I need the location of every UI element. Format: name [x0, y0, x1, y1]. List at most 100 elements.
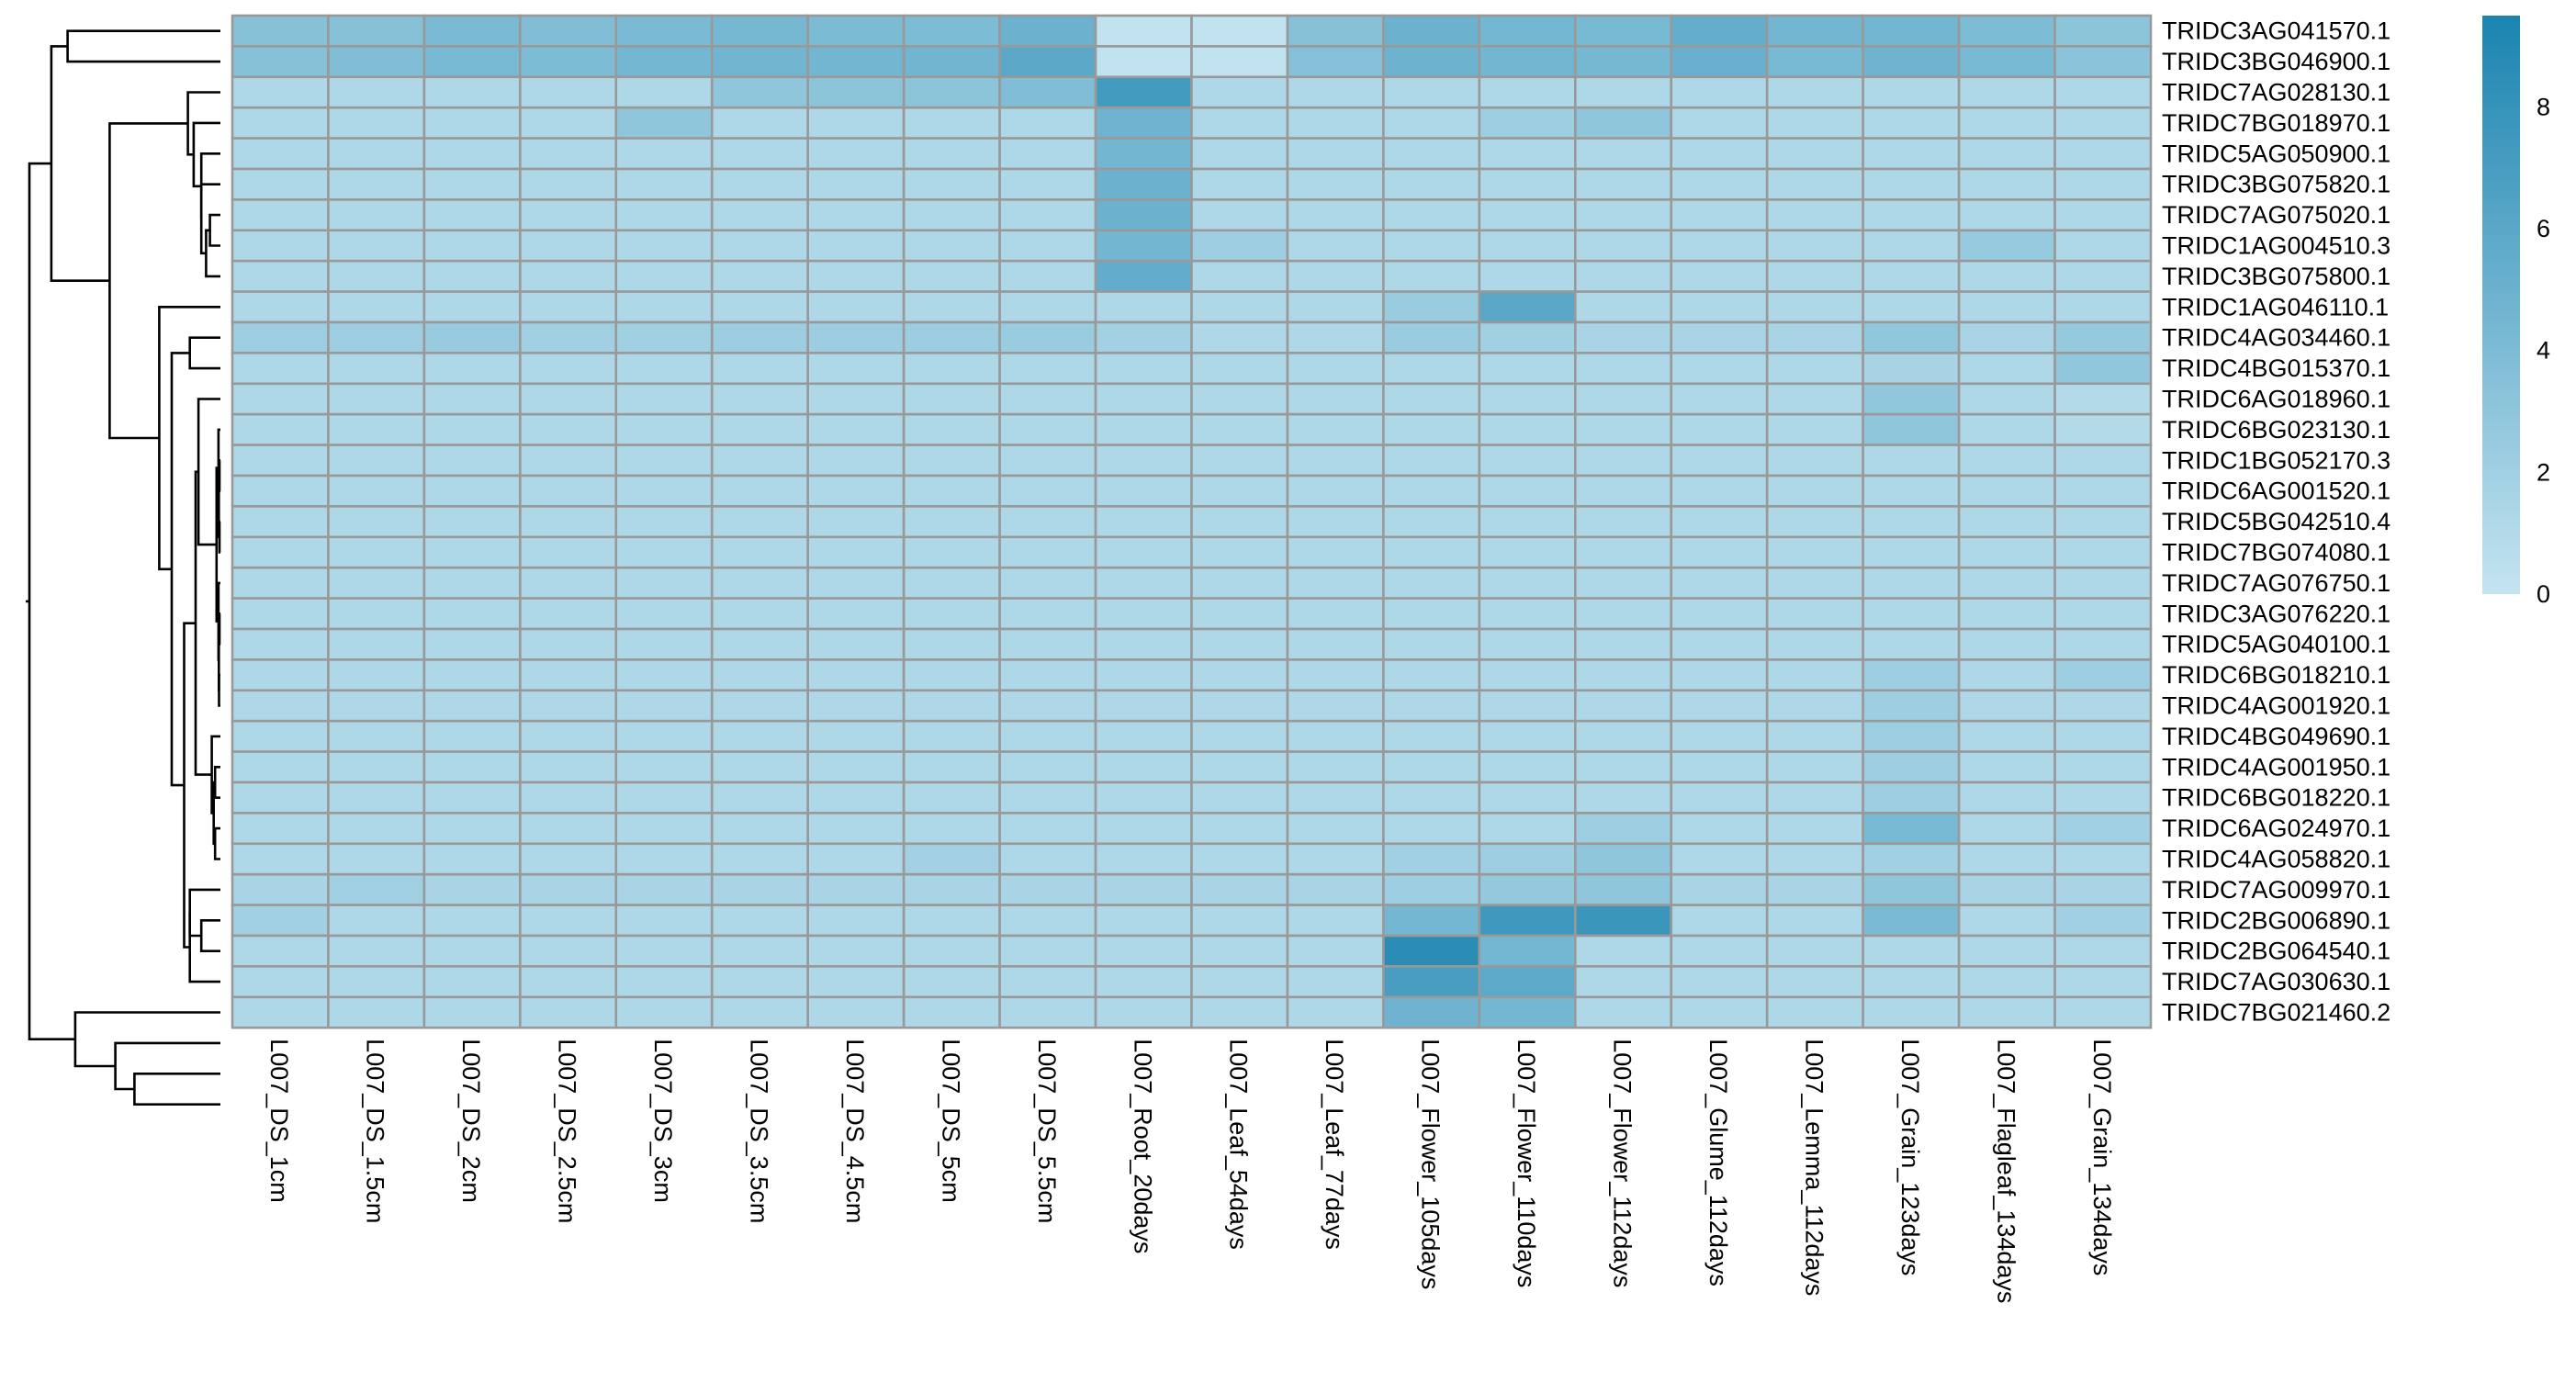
heatmap-cell [902, 444, 1001, 477]
dendrogram-branch [188, 913, 220, 983]
heatmap-cell [1190, 229, 1289, 263]
heatmap-cell [614, 352, 714, 386]
column-label: L007_DS_5.5cm [1033, 1039, 1061, 1223]
row-label: TRIDC3AG041570.1 [2162, 17, 2390, 45]
heatmap-cell [1190, 842, 1289, 876]
heatmap-cell [519, 566, 618, 600]
heatmap-cell [1286, 934, 1385, 968]
heatmap-cell [519, 689, 618, 723]
heatmap-cell [231, 290, 330, 324]
heatmap-cell [1574, 597, 1673, 631]
heatmap-cell [519, 505, 618, 539]
heatmap-cell [1478, 689, 1577, 723]
heatmap-cell [1574, 934, 1673, 968]
heatmap-cell [806, 137, 906, 171]
heatmap-cell [998, 474, 1097, 508]
heatmap-cell [614, 137, 714, 171]
heatmap-cell [1094, 229, 1193, 263]
heatmap-cell [1957, 290, 2056, 324]
heatmap-cell [998, 14, 1097, 48]
heatmap-cell [614, 320, 714, 354]
heatmap-cell [998, 45, 1097, 79]
heatmap-cell [998, 167, 1097, 201]
heatmap-cell [1382, 198, 1481, 232]
dendrogram-branch [199, 152, 220, 219]
heatmap-cell [422, 750, 522, 784]
dendrogram-branch [170, 352, 190, 787]
heatmap-cell [327, 965, 426, 999]
heatmap-cell [1286, 904, 1385, 938]
heatmap-cell [1574, 719, 1673, 753]
heatmap-cell [422, 444, 522, 477]
heatmap-cell [231, 444, 330, 477]
heatmap-cell [519, 872, 618, 906]
heatmap-cell [902, 934, 1001, 968]
heatmap-cell [1286, 229, 1385, 263]
heatmap-cell [327, 566, 426, 600]
heatmap-cell [1478, 352, 1577, 386]
heatmap-cell [1190, 719, 1289, 753]
heatmap-cell [1957, 505, 2056, 539]
heatmap-cell [1382, 842, 1481, 876]
heatmap-cell [1957, 934, 2056, 968]
heatmap-cell [422, 719, 522, 753]
heatmap-cell [1190, 259, 1289, 293]
heatmap-cell [710, 14, 809, 48]
heatmap-cell [1574, 995, 1673, 1029]
heatmap-cell [1862, 75, 1961, 109]
heatmap-cell [1957, 137, 2056, 171]
heatmap-cell [231, 658, 330, 692]
heatmap-cell [710, 45, 809, 79]
heatmap-cell [327, 750, 426, 784]
heatmap-cell [327, 14, 426, 48]
heatmap-cell [422, 14, 522, 48]
row-label: TRIDC7AG030630.1 [2162, 968, 2390, 995]
heatmap-cell [1094, 320, 1193, 354]
heatmap-cell [1190, 412, 1289, 446]
heatmap-cell [1862, 995, 1961, 1029]
heatmap-cell [902, 352, 1001, 386]
heatmap-cell [1765, 45, 1864, 79]
row-label: TRIDC6AG001520.1 [2162, 477, 2390, 505]
heatmap-cell [519, 259, 618, 293]
heatmap-cell [1862, 382, 1961, 416]
heatmap-cell [1478, 995, 1577, 1029]
heatmap-cell [327, 689, 426, 723]
heatmap-cell [1862, 750, 1961, 784]
heatmap-cell [2053, 842, 2153, 876]
heatmap-cell [327, 597, 426, 631]
heatmap-cell [422, 597, 522, 631]
heatmap-cell [231, 14, 330, 48]
heatmap-cell [1670, 781, 1769, 814]
heatmap-cell [806, 781, 906, 814]
heatmap-cell [1765, 290, 1864, 324]
heatmap-cell [1094, 167, 1193, 201]
heatmap-cell [231, 904, 330, 938]
heatmap-cell [1957, 872, 2056, 906]
heatmap-cell [710, 320, 809, 354]
heatmap-cell [1190, 474, 1289, 508]
heatmap-cell [231, 229, 330, 263]
heatmap-cell [1190, 812, 1289, 846]
legend-tick-label: 4 [2537, 337, 2550, 365]
heatmap-cell [806, 382, 906, 416]
heatmap-cell [422, 106, 522, 140]
heatmap-cell [1574, 474, 1673, 508]
heatmap-cell [806, 842, 906, 876]
heatmap-cell [1382, 444, 1481, 477]
heatmap-cell [614, 167, 714, 201]
heatmap-cell [1478, 719, 1577, 753]
heatmap-cell [231, 259, 330, 293]
column-label: L007_DS_1cm [265, 1039, 293, 1203]
heatmap-cell [1862, 872, 1961, 906]
heatmap-cell [1765, 904, 1864, 938]
heatmap-cell [1286, 965, 1385, 999]
heatmap-cell [1765, 934, 1864, 968]
heatmap-cell [1478, 259, 1577, 293]
heatmap-cell [327, 934, 426, 968]
heatmap-cell [1574, 229, 1673, 263]
row-label: TRIDC7AG009970.1 [2162, 876, 2390, 904]
heatmap-cell [422, 842, 522, 876]
row-label: TRIDC4BG049690.1 [2162, 723, 2390, 750]
heatmap-cell [998, 229, 1097, 263]
